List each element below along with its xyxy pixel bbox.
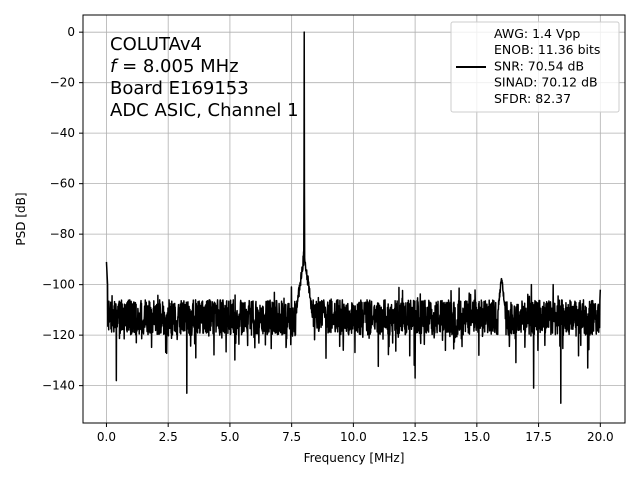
legend-entry: SNR: 70.54 dB (494, 58, 584, 73)
legend-entry: SINAD: 70.12 dB (494, 75, 598, 90)
annotation-line: Board E169153 (110, 78, 249, 99)
annotation-text: COLUTAv4 f = 8.005 MHz Board E169153 ADC… (110, 34, 299, 121)
y-tick-label: −80 (50, 227, 75, 241)
y-tick-label: 0 (67, 25, 75, 39)
legend-box (450, 21, 620, 113)
y-tick-label: −60 (50, 177, 75, 191)
psd-line (105, 31, 602, 405)
series-psd (105, 31, 602, 405)
x-tick-label: 7.5 (282, 430, 301, 444)
x-tick-label: 15.0 (463, 430, 490, 444)
annotation-line: COLUTAv4 (110, 34, 202, 55)
legend: AWG: 1.4 Vpp ENOB: 11.36 bits SNR: 70.54… (450, 21, 620, 113)
y-tick-label: −20 (50, 76, 75, 90)
x-tick-label: 0.0 (97, 430, 116, 444)
annotation-frequency-value: = 8.005 MHz (116, 56, 238, 77)
annotation-line: ADC ASIC, Channel 1 (110, 100, 299, 121)
x-tick-label: 20.0 (587, 430, 614, 444)
legend-entry: AWG: 1.4 Vpp (494, 26, 580, 41)
x-tick-label: 2.5 (159, 430, 178, 444)
y-tick-label: −40 (50, 126, 75, 140)
legend-entry: SFDR: 82.37 (494, 91, 571, 106)
annotation-f-symbol: f (110, 56, 119, 77)
y-tick-label: −140 (42, 379, 75, 393)
y-tick-label: −100 (42, 278, 75, 292)
x-tick-label: 17.5 (525, 430, 552, 444)
annotation-line-frequency: f = 8.005 MHz (110, 56, 239, 77)
y-tick-label: −120 (42, 328, 75, 342)
x-tick-label: 10.0 (340, 430, 367, 444)
y-axis-label: PSD [dB] (14, 192, 28, 245)
x-tick-label: 12.5 (402, 430, 429, 444)
x-axis-label: Frequency [MHz] (304, 451, 405, 465)
x-tick-label: 5.0 (220, 430, 239, 444)
plot-frame (82, 14, 626, 424)
axis-ticks: 0.0 2.5 5.0 7.5 10.0 12.5 15.0 17.5 20.0 0 −20 −40 −… (42, 25, 614, 444)
legend-entry: ENOB: 11.36 bits (494, 42, 600, 57)
